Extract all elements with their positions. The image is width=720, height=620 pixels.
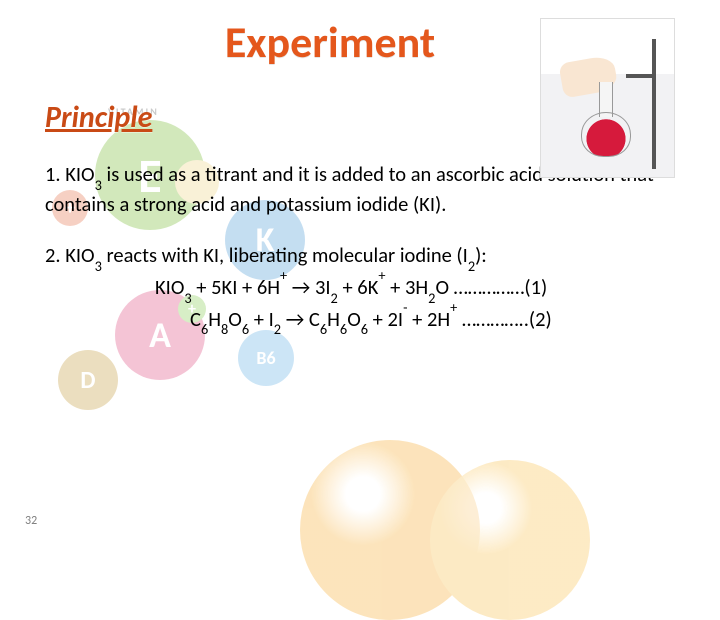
- slide-content: Experiment Principle 1. KIO3 is used as …: [0, 0, 720, 540]
- paragraph-2: 2. KIO3 reacts with KI, liberating molec…: [40, 242, 680, 335]
- eq2-b: H: [208, 306, 221, 332]
- p2-text-b: reacts with KI, liberating molecular iod…: [102, 242, 468, 268]
- eq2-j: …………..(2): [457, 306, 551, 332]
- eq2-c: O: [228, 306, 242, 332]
- eq2-a: C: [190, 306, 201, 332]
- eq1-b: + 5KI + 6H: [192, 274, 280, 300]
- eq2-g: O: [347, 306, 361, 332]
- eq1-c: → 3I: [287, 274, 330, 300]
- eq1-a: KIO: [155, 274, 184, 300]
- p2-text-c: ):: [475, 242, 487, 268]
- equation-1: KIO3 + 5KI + 6H+ → 3I2 + 6K+ + 3H2O ……………: [45, 274, 547, 300]
- eq1-e: + 3H: [386, 274, 429, 300]
- eq2-d: + I: [249, 306, 274, 332]
- eq1-d: + 6K: [338, 274, 379, 300]
- equation-2: C6H8O6 + I2 → C6H6O6 + 2I- + 2H+ …………..(…: [45, 306, 552, 332]
- p1-sub-3: 3: [95, 176, 102, 194]
- erlenmeyer-flask: [581, 77, 631, 157]
- p1-text-a: 1. KIO: [45, 161, 95, 187]
- titration-photo: [540, 18, 675, 178]
- p2-sub-3: 3: [95, 257, 102, 275]
- eq2-e: → C: [281, 306, 320, 332]
- eq2-f: H: [327, 306, 340, 332]
- stand-rod: [652, 39, 656, 169]
- eq2-h: + 2I: [368, 306, 403, 332]
- eq2-i: + 2H: [408, 306, 451, 332]
- p2-text-a: 2. KIO: [45, 242, 95, 268]
- p2-sub-2: 2: [468, 257, 475, 275]
- eq1-f: O ……………(1): [435, 274, 547, 300]
